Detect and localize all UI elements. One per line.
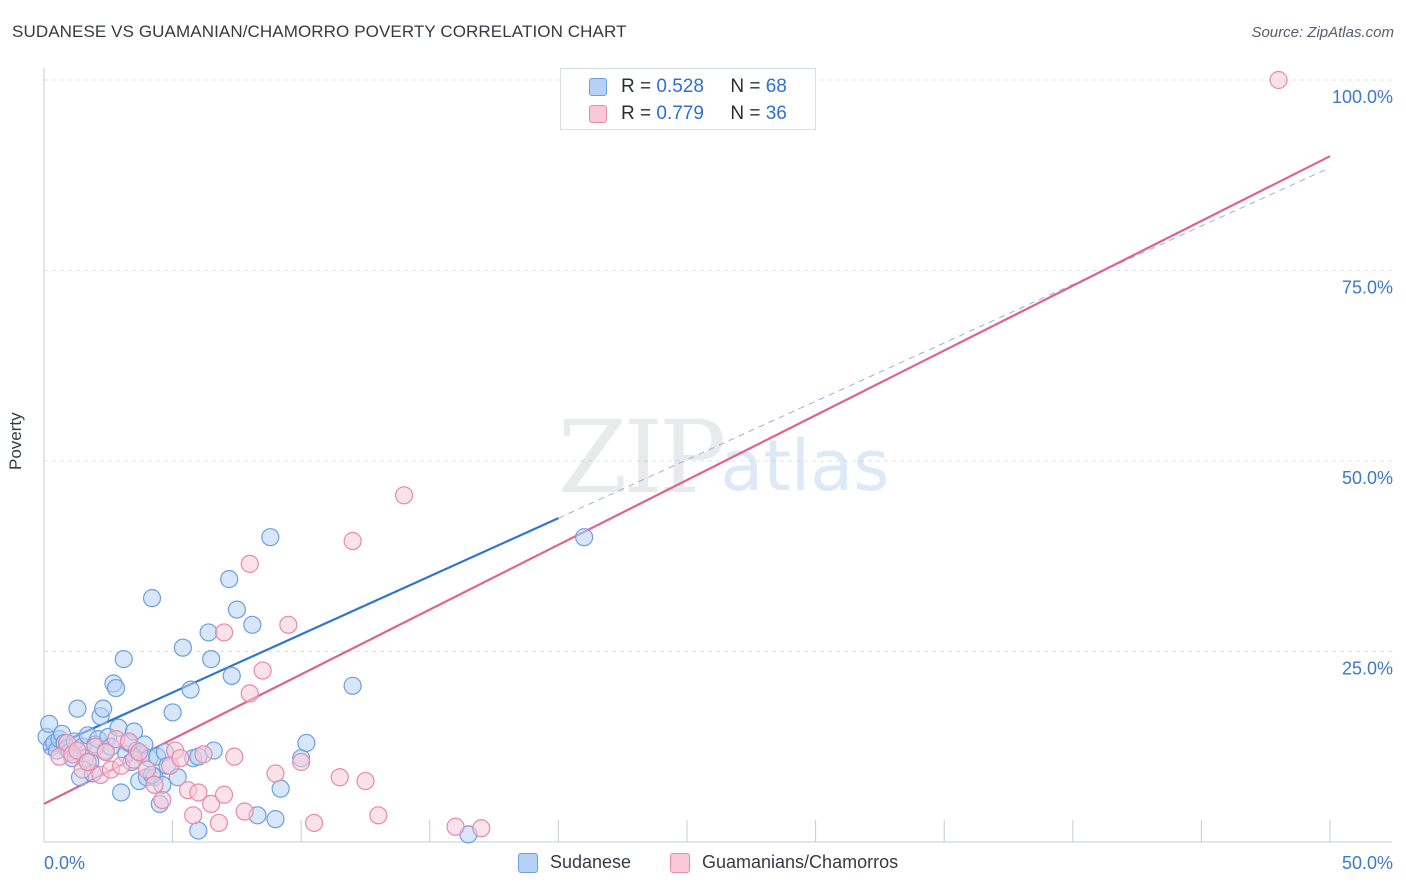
guamanian-point [369,806,388,825]
guamanian-point [253,661,272,680]
legend-n-value: 68 [765,76,787,97]
legend-top: R = 0.528 N = 68 R = 0.779 N = 36 [560,68,816,130]
tick-labels: 25.0% 50.0% 75.0% 100.0% 0.0% 50.0% [44,87,1393,873]
guamanian-point [189,783,208,802]
sudanese-point [189,821,208,840]
x-tick-label: 0.0% [44,853,85,873]
guamanian-point [330,768,349,787]
guamanian-point [78,752,97,772]
guamanian-point [225,747,244,766]
sudanese-trend-line [43,517,559,752]
watermark-atlas: atlas [720,425,889,507]
sudanese-point [220,570,239,589]
sudanese-point [243,615,262,634]
legend-swatch-pink [589,105,607,123]
guamanian-trend-line [43,155,1331,805]
sudanese-point [261,528,280,547]
y-tick-label: 100.0% [1332,87,1393,107]
guamanian-point [1269,70,1288,90]
legend-n-label: N = [730,103,761,124]
legend-r-label: R = [621,76,652,97]
source-credit: Source: ZipAtlas.com [1251,24,1394,41]
legend-swatch-blue [518,853,538,873]
watermark-zip: ZIP [558,399,723,516]
sudanese-point [181,680,200,699]
sudanese-point [142,589,162,608]
guamanian-point [266,764,285,783]
guamanian-point [343,531,362,551]
sudanese-trend-extension [558,167,1331,519]
sudanese-point [163,703,182,722]
sudanese-point [199,623,218,642]
sudanese-point [94,699,113,718]
gridlines [44,79,1392,652]
sudanese-point [173,638,192,657]
sudanese-point [227,600,246,619]
guamanian-point [304,813,324,833]
trend-lines [43,155,1331,805]
legend-r-label: R = [621,103,652,124]
legend-n-label: N = [730,76,761,97]
sudanese-point [222,666,241,685]
sudanese-point [112,783,131,802]
guamanian-point [240,684,259,703]
sudanese-point [271,779,290,798]
guamanian-point [240,554,259,573]
guamanian-point [446,817,465,836]
y-tick-label: 25.0% [1342,659,1393,679]
x-tick-label: 50.0% [1342,853,1393,873]
guamanian-point [209,813,228,833]
legend-swatch-pink [670,853,690,873]
sudanese-point [575,528,594,547]
y-tick-label: 75.0% [1342,278,1393,298]
guamanian-point [145,775,164,794]
sudanese-point [106,678,126,698]
legend-swatch-blue [589,78,607,96]
guamanian-point [472,819,491,838]
guamanian-point [235,802,254,821]
sudanese-point [114,650,133,669]
y-tick-label: 50.0% [1342,468,1393,488]
guamanian-point [279,615,298,634]
legend-n-value: 36 [765,103,787,124]
sudanese-points [37,528,594,844]
guamanian-point [214,623,234,642]
guamanian-point [202,794,221,814]
guamanian-point [184,806,203,825]
sudanese-point [297,733,316,753]
legend-r-value: 0.528 [656,76,704,97]
legend-r-value: 0.779 [656,103,704,124]
sudanese-point [40,714,59,733]
legend-label-guamanian: Guamanians/Chamorros [702,852,899,872]
guamanian-point [394,486,414,505]
guamanian-point [171,749,190,768]
guamanian-point [356,771,375,791]
legend-label-sudanese: Sudanese [550,852,632,872]
guamanian-point [153,790,172,810]
guamanian-point [68,741,87,760]
sudanese-point [343,676,362,695]
guamanian-points [50,70,1288,838]
guamanian-point [130,742,149,762]
guamanian-point [137,760,156,779]
guamanian-point [96,742,115,762]
sudanese-point [266,810,285,829]
guamanian-point [214,785,234,804]
axes [43,68,1392,843]
sudanese-point [202,650,221,669]
guamanian-point [292,752,311,772]
chart-title: SUDANESE VS GUAMANIAN/CHAMORRO POVERTY C… [12,22,627,41]
guamanian-point [194,745,213,764]
watermark: ZIP atlas [558,399,890,516]
sudanese-point [68,699,87,718]
